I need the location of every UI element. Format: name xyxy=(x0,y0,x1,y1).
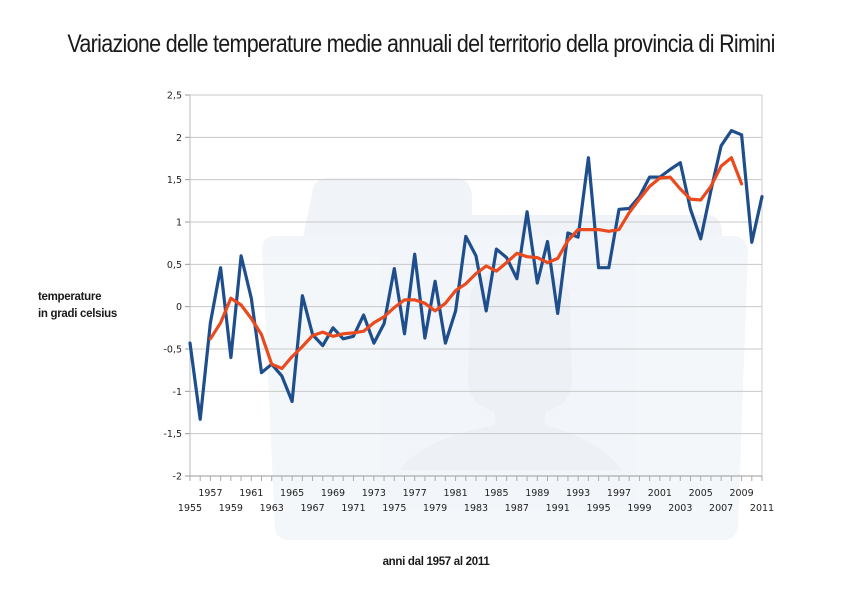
y-axis-label-line-1: temperature xyxy=(38,291,102,303)
x-tick-label: 1963 xyxy=(260,503,284,514)
x-tick-label: 1957 xyxy=(198,488,222,499)
y-tick-label: -1,5 xyxy=(163,429,182,440)
x-tick-label: 1971 xyxy=(341,503,365,514)
x-tick-label: 1979 xyxy=(423,503,447,514)
x-tick-label: 2007 xyxy=(709,503,733,514)
x-tick-label: 1961 xyxy=(239,488,263,499)
x-tick-label: 1999 xyxy=(627,503,651,514)
x-tick-label: 2003 xyxy=(668,503,692,514)
x-tick-label: 1973 xyxy=(362,488,386,499)
x-tick-label: 2009 xyxy=(729,488,753,499)
x-axis-label: anni dal 1957 al 2011 xyxy=(382,556,490,568)
x-tick-label: 1981 xyxy=(443,488,467,499)
axes xyxy=(185,94,763,481)
y-tick-label: 2 xyxy=(176,133,182,144)
y-tick-label: 2,5 xyxy=(167,91,182,102)
x-tick-labels: 1957 1961 1965 1969 1973 1977 1981 1985 1989 1993… xyxy=(178,488,774,514)
y-tick-labels: 2,5 2 1,5 1 0,5 0 -0,5 -1 -1,5 -2 xyxy=(163,91,182,483)
x-tick-label: 1989 xyxy=(525,488,549,499)
y-tick-label: 1 xyxy=(176,218,182,229)
folder-user-watermark-icon xyxy=(262,178,748,540)
y-tick-label: -0,5 xyxy=(163,345,182,356)
y-tick-label: -2 xyxy=(173,472,182,483)
y-tick-label: 0 xyxy=(176,302,182,313)
y-tick-label: -1 xyxy=(173,387,182,398)
y-tick-label: 1,5 xyxy=(167,175,182,186)
series-annual-line xyxy=(188,129,764,421)
x-tick-label: 1959 xyxy=(219,503,243,514)
x-tick-label: 1995 xyxy=(586,503,610,514)
y-axis-label-line-2: in gradi celsius xyxy=(38,308,117,320)
x-tick-label: 1955 xyxy=(178,503,202,514)
x-tick-label: 2001 xyxy=(648,488,672,499)
y-tick-label: 0,5 xyxy=(167,260,182,271)
series-lines xyxy=(188,129,764,421)
x-tick-label: 2011 xyxy=(750,503,774,514)
x-tick-label: 1991 xyxy=(546,503,570,514)
x-tick-label: 1997 xyxy=(607,488,631,499)
x-tick-label: 1983 xyxy=(464,503,488,514)
x-tick-label: 1965 xyxy=(280,488,304,499)
x-tick-label: 2005 xyxy=(689,488,713,499)
x-tick-label: 1993 xyxy=(566,488,590,499)
x-tick-label: 1985 xyxy=(484,488,508,499)
x-tick-label: 1975 xyxy=(382,503,406,514)
x-tick-label: 1987 xyxy=(505,503,529,514)
x-tick-label: 1967 xyxy=(300,503,324,514)
x-tick-label: 1977 xyxy=(403,488,427,499)
y-axis-label: temperature in gradi celsius xyxy=(38,289,117,323)
series-moving-average-line xyxy=(208,156,744,371)
x-tick-label: 1969 xyxy=(321,488,345,499)
chart-title: Variazione delle temperature medie annua… xyxy=(67,30,775,58)
